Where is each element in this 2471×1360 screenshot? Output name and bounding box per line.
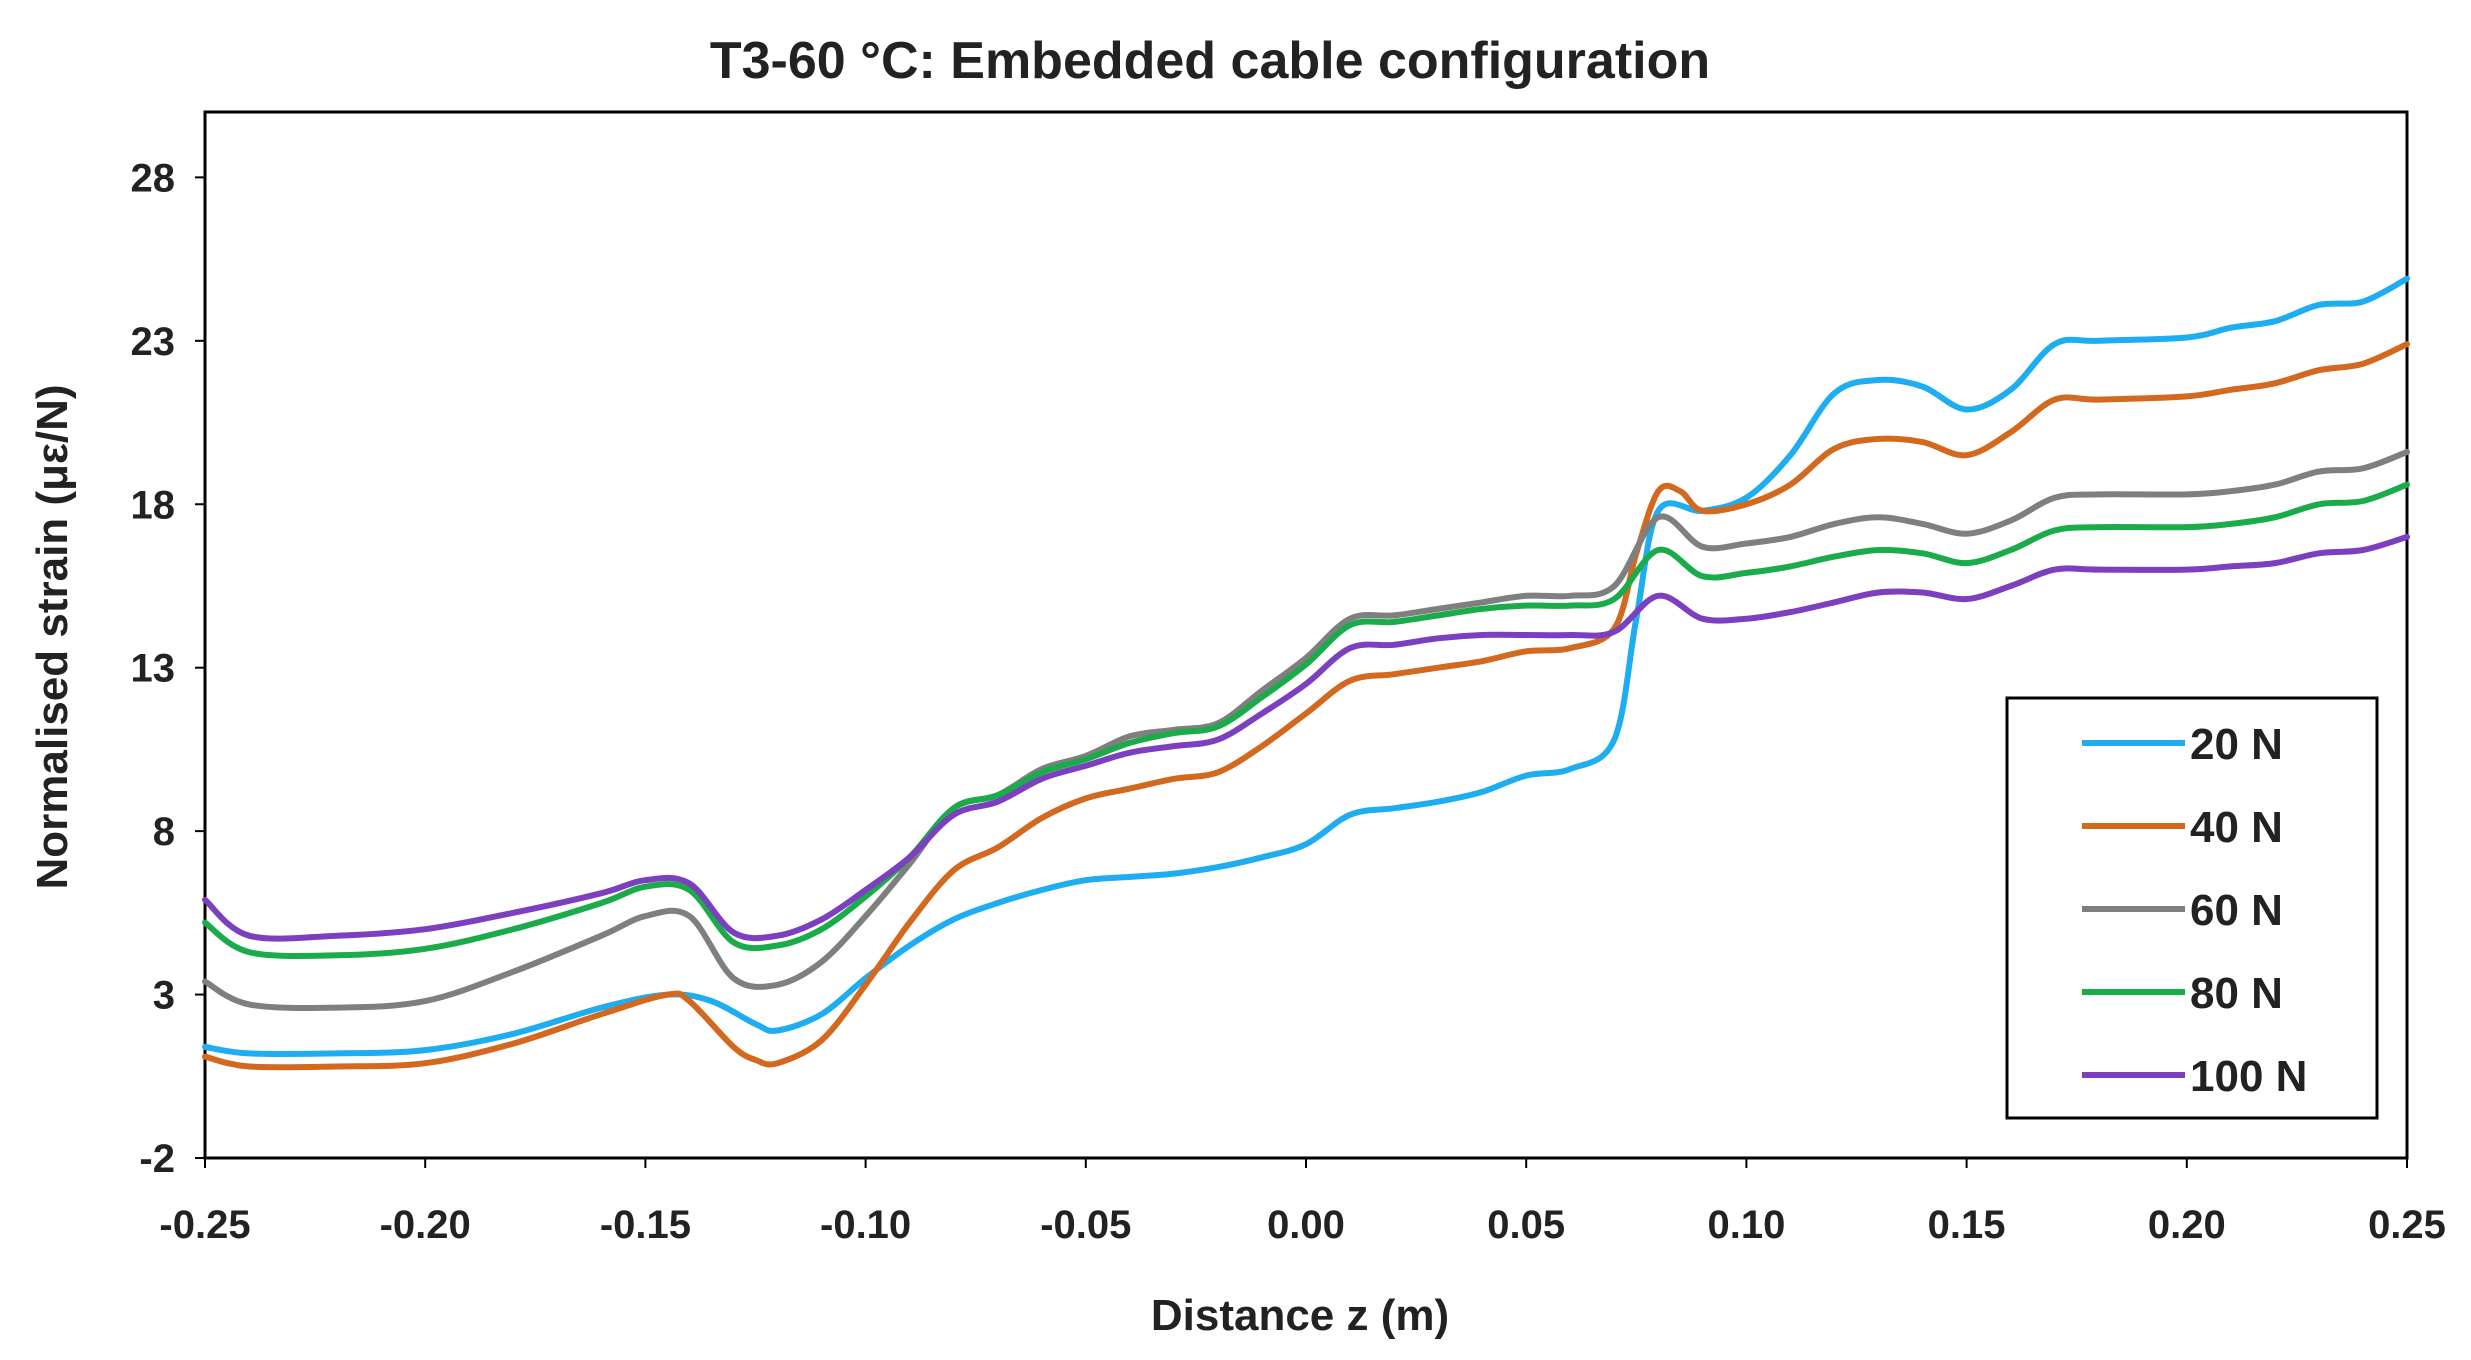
y-tick-label: -2 [139,1137,175,1181]
chart-background [0,0,2471,1360]
x-tick-label: -0.20 [380,1203,471,1247]
x-tick-label: 0.20 [2148,1203,2226,1247]
y-tick-label: 13 [131,647,176,691]
legend-label-40-n: 40 N [2190,803,2283,852]
x-tick-label: 0.15 [1928,1203,2006,1247]
y-axis-label: Normalised strain (με/N) [28,384,77,889]
x-tick-label: 0.10 [1707,1203,1785,1247]
x-tick-label: 0.25 [2368,1203,2446,1247]
x-tick-label: 0.00 [1267,1203,1345,1247]
x-tick-label: -0.05 [1040,1203,1131,1247]
y-tick-label: 3 [153,974,175,1018]
legend-label-100-n: 100 N [2190,1052,2307,1101]
y-tick-label: 28 [131,156,176,200]
legend-label-60-n: 60 N [2190,886,2283,935]
legend: 20 N 40 N 60 N 80 N 100 N [2007,698,2377,1118]
line-chart: T3-60 °C: Embedded cable configuration -… [0,0,2471,1360]
x-tick-label: 0.05 [1487,1203,1565,1247]
legend-label-20-n: 20 N [2190,720,2283,769]
y-tick-label: 18 [131,483,176,527]
legend-label-80-n: 80 N [2190,969,2283,1018]
x-tick-label: -0.25 [159,1203,250,1247]
y-tick-label: 23 [131,320,176,364]
y-tick-label: 8 [153,810,175,854]
x-tick-label: -0.15 [600,1203,691,1247]
x-tick-label: -0.10 [820,1203,911,1247]
chart-title: T3-60 °C: Embedded cable configuration [710,32,1710,90]
x-axis-label: Distance z (m) [1151,1291,1449,1340]
